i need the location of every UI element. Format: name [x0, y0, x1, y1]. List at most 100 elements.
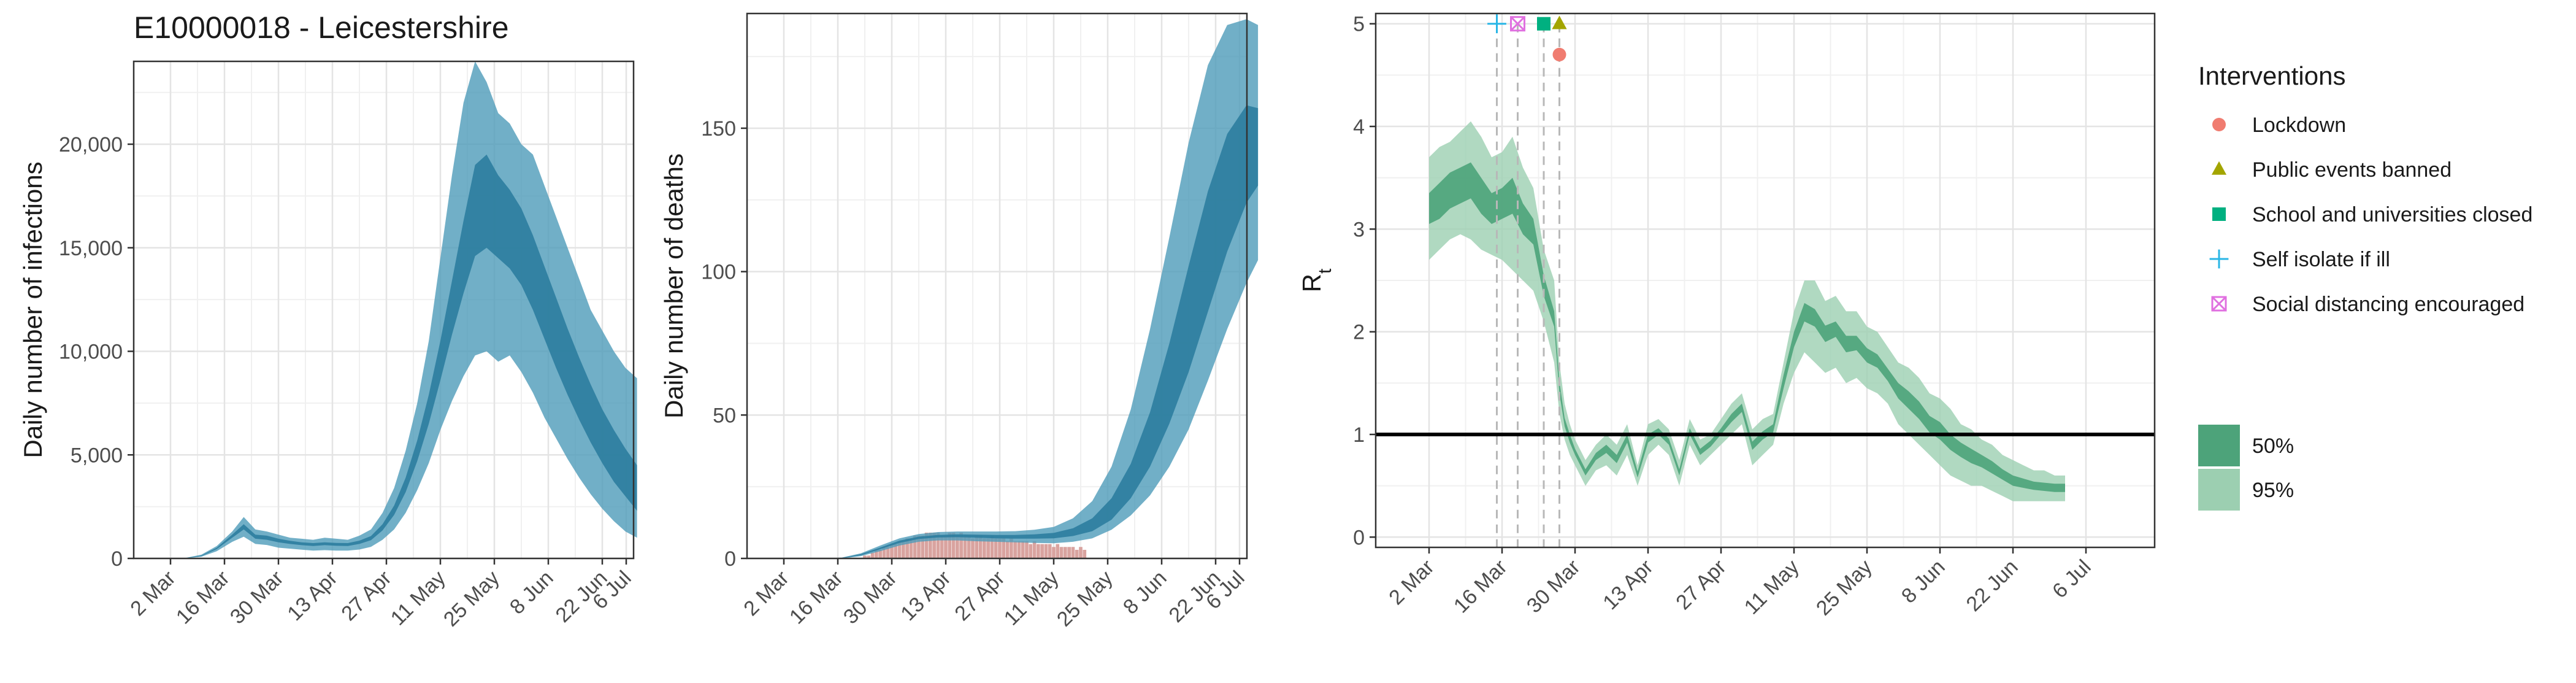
ci-band-95pct [1429, 121, 2065, 501]
observed-death-bar [944, 535, 948, 558]
x-tick-label: 8 Jun [1119, 566, 1171, 619]
observed-death-bar [975, 535, 979, 558]
x-tick-label: 25 May [439, 566, 504, 631]
observed-death-bar [890, 544, 894, 558]
legend-key-circle [2212, 118, 2226, 131]
observed-death-bar [1056, 544, 1060, 558]
ci-band-50pct [1429, 162, 2065, 492]
observed-death-bar [998, 538, 1002, 558]
legend-band-label: 95% [2252, 479, 2294, 502]
x-tick-label: 22 Jun [1962, 555, 2023, 616]
observed-death-bar [1071, 547, 1075, 558]
x-tick-label: 11 May [1000, 566, 1064, 630]
y-tick-label: 0 [724, 547, 736, 571]
ci-band-50pct [171, 154, 637, 558]
y-tick-label: 0 [1353, 526, 1365, 549]
observed-death-bar [1037, 544, 1040, 558]
observed-death-bar [1044, 544, 1048, 558]
x-tick-label: 27 Apr [337, 566, 396, 625]
observed-death-bar [959, 532, 963, 558]
observed-death-bar [1067, 547, 1071, 558]
y-tick-label: 5 [1353, 13, 1365, 36]
observed-death-bar [990, 535, 994, 558]
y-tick-label: 0 [111, 547, 123, 571]
observed-death-bar [971, 538, 975, 558]
observed-death-bar [1025, 541, 1029, 558]
legend-title: Interventions [2198, 61, 2345, 90]
observed-death-bar [902, 541, 905, 558]
boxx-box [2211, 296, 2227, 312]
observed-death-bar [897, 541, 902, 558]
boxx-box [1510, 16, 1525, 32]
observed-death-bar [1075, 549, 1079, 558]
observed-death-bar [940, 535, 944, 558]
x-tick-label: 30 Mar [226, 566, 288, 629]
observed-death-bar [936, 532, 940, 558]
intervention-marker-triangle [1552, 15, 1567, 29]
ci-band-95pct [784, 19, 1259, 559]
observed-death-bar [1013, 541, 1017, 558]
y-tick-label: 1 [1353, 423, 1365, 447]
observed-death-bar [978, 535, 983, 558]
y-tick-label: 10,000 [59, 341, 123, 364]
ci-band-95pct [171, 61, 637, 558]
x-tick-label: 27 Apr [950, 566, 1009, 625]
legend-key-plus [2209, 249, 2229, 269]
observed-death-bar [867, 555, 871, 558]
observed-death-bar [875, 549, 878, 558]
ci-band-50pct [784, 105, 1259, 559]
observed-death-bar [932, 532, 936, 558]
observed-death-bar [929, 532, 932, 558]
figure-title: E10000018 - Leicestershire [134, 10, 509, 45]
observed-death-bar [1029, 544, 1033, 558]
x-tick-label: 16 Mar [785, 566, 848, 629]
observed-death-bar [1064, 547, 1067, 558]
observed-death-bar [1002, 538, 1006, 558]
observed-death-bar [886, 547, 890, 558]
observed-death-bar [894, 544, 898, 558]
observed-death-bar [1017, 541, 1021, 558]
x-tick-label: 11 May [386, 566, 450, 630]
observed-death-bar [909, 538, 913, 558]
observed-death-bar [1021, 541, 1025, 558]
plot-frame [132, 60, 635, 560]
y-tick-label: 150 [701, 117, 736, 141]
observed-death-bar [878, 549, 882, 558]
y-tick-label: 100 [701, 261, 736, 284]
legend-item-label: School and universities closed [2252, 203, 2532, 226]
x-tick-label: 11 May [1740, 555, 1804, 619]
y-axis-label-subscript: t [1315, 268, 1335, 274]
x-tick-label: 2 Mar [1384, 555, 1438, 609]
observed-death-bar [882, 547, 886, 558]
observed-death-bar [863, 555, 867, 558]
x-tick-label: 8 Jun [505, 566, 558, 619]
observed-death-bar [917, 535, 921, 558]
observed-death-bar [1005, 541, 1010, 558]
y-tick-label: 15,000 [59, 237, 123, 260]
observed-death-bar [1052, 547, 1056, 558]
observed-death-bar [921, 535, 925, 558]
x-tick-label: 13 Apr [896, 566, 955, 625]
observed-death-bar [924, 532, 929, 558]
chart-panel-3: 0 1 2 3 4 5 2 Mar 16 Mar 30 Mar 13 Apr 27 Apr 11 Ma… [1297, 13, 2156, 620]
legend-key-square [2212, 207, 2226, 221]
y-axis-label: Daily number of infections [18, 161, 47, 458]
intervention-marker-plus [1487, 14, 1506, 34]
y-axis-label: Daily number of deaths [659, 153, 688, 419]
observed-death-bar [1010, 538, 1013, 558]
y-tick-label: 3 [1353, 218, 1365, 241]
intervention-marker-circle [1552, 47, 1566, 61]
observed-death-bar [905, 538, 909, 558]
y-tick-label: 5,000 [71, 444, 123, 467]
x-tick-label: 13 Apr [283, 566, 342, 625]
boxx-cross [1510, 16, 1525, 31]
observed-death-bar [1040, 544, 1044, 558]
observed-death-bar [956, 535, 959, 558]
y-tick-label: 50 [713, 404, 736, 427]
y-tick-label: 4 [1353, 115, 1365, 139]
intervention-marker-boxx [1510, 16, 1525, 32]
